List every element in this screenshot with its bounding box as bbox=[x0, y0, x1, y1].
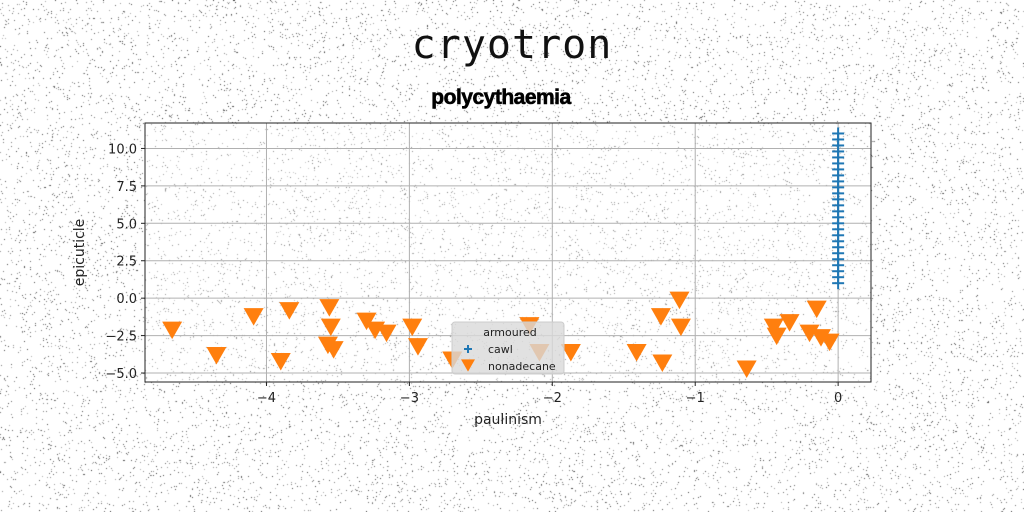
y-tick-label: 10.0 bbox=[108, 142, 137, 157]
x-tick-label: −2 bbox=[543, 391, 562, 406]
x-axis-label: paulinism bbox=[474, 412, 542, 428]
legend-label-nonadecane: nonadecane bbox=[488, 360, 556, 373]
x-tick-label: −4 bbox=[257, 391, 276, 406]
x-tick-label: −1 bbox=[686, 391, 705, 406]
figure-title: cryotron bbox=[411, 22, 613, 68]
y-axis-label: epicuticle bbox=[72, 219, 88, 287]
chart-subtitle: polycythaemia bbox=[431, 86, 572, 110]
x-tick-label: −3 bbox=[400, 391, 419, 406]
y-tick-label: −5.0 bbox=[105, 367, 137, 382]
legend-label-cawl: cawl bbox=[488, 343, 513, 356]
y-tick-label: 5.0 bbox=[116, 217, 137, 232]
y-tick-label: 7.5 bbox=[116, 180, 137, 195]
y-tick-label: 2.5 bbox=[116, 255, 137, 270]
y-tick-label: −2.5 bbox=[105, 330, 137, 345]
legend: armoured cawl nonadecane bbox=[451, 321, 565, 375]
x-tick-label: 0 bbox=[834, 391, 842, 406]
legend-title: armoured bbox=[483, 326, 537, 339]
y-tick-label: 0.0 bbox=[116, 292, 137, 307]
